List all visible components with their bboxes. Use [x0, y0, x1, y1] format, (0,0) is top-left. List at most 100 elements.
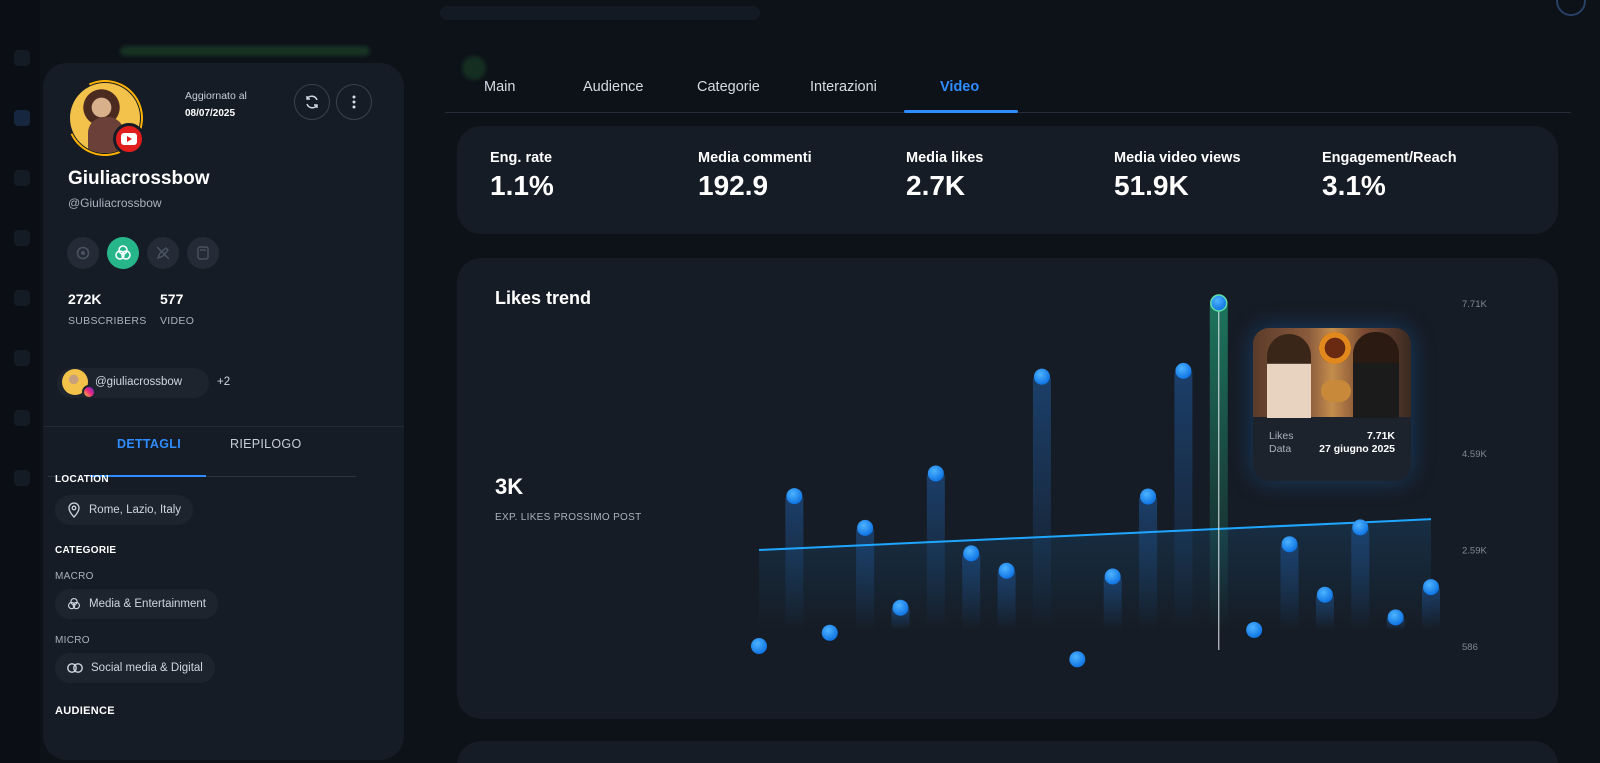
- likes-point[interactable]: [857, 519, 874, 536]
- chart-title: Likes trend: [495, 288, 592, 308]
- likes-point[interactable]: [1387, 609, 1404, 626]
- likes-point[interactable]: [1281, 536, 1298, 553]
- more-accounts-count[interactable]: +2: [217, 376, 231, 388]
- likes-point[interactable]: [1316, 586, 1333, 603]
- nav-icon[interactable]: [14, 290, 30, 306]
- tab-audience[interactable]: Audience: [583, 79, 644, 95]
- kpi-value: 192.9: [698, 170, 769, 201]
- micro-label: MICRO: [55, 635, 90, 646]
- calculator-icon: [197, 246, 209, 260]
- location-title: LOCATION: [55, 474, 109, 485]
- linked-account-handle: @giuliacrossbow: [95, 376, 183, 388]
- likes-bar: [856, 527, 875, 630]
- kpi-label: Engagement/Reach: [1322, 150, 1457, 166]
- location-pin-icon: [68, 502, 80, 518]
- categories-title: CATEGORIE: [55, 545, 117, 556]
- blurred-header-highlight: [120, 46, 370, 56]
- likes-bar: [1103, 576, 1122, 630]
- predicted-likes-value: 3K: [495, 474, 524, 499]
- tooltip-date-label: Data: [1269, 443, 1292, 455]
- kpi-card: Eng. rate 1.1% Media commenti 192.9 Medi…: [457, 126, 1558, 234]
- likes-point[interactable]: [892, 599, 909, 616]
- tab-categorie[interactable]: Categorie: [697, 79, 760, 95]
- youtube-icon: [113, 123, 145, 155]
- nav-icon[interactable]: [14, 230, 30, 246]
- more-vertical-icon: [352, 95, 356, 109]
- refresh-button[interactable]: [294, 84, 330, 120]
- main-tabs: Main Audience Categorie Interazioni Vide…: [445, 68, 1571, 114]
- at-icon: [76, 246, 90, 260]
- likes-bar: [997, 570, 1016, 630]
- likes-point[interactable]: [998, 562, 1015, 579]
- social-button-4[interactable]: [187, 237, 219, 269]
- trend-line: [758, 518, 1432, 551]
- nav-icon[interactable]: [14, 410, 30, 426]
- blurred-header-dot: [462, 56, 486, 80]
- kpi-value: 2.7K: [906, 170, 966, 201]
- micro-category-text: Social media & Digital: [91, 662, 203, 674]
- likes-point[interactable]: [1104, 568, 1121, 585]
- nav-icon[interactable]: [14, 470, 30, 486]
- macro-label: MACRO: [55, 571, 94, 582]
- likes-bar: [1422, 587, 1440, 630]
- next-section-card: [457, 741, 1558, 763]
- social-button-1[interactable]: [67, 237, 99, 269]
- tab-interazioni[interactable]: Interazioni: [810, 79, 877, 95]
- micro-category-chip: Social media & Digital: [55, 653, 215, 683]
- likes-bar: [962, 553, 981, 630]
- kpi-value: 51.9K: [1114, 170, 1189, 201]
- subtab-active-indicator: [90, 475, 206, 477]
- nav-icon[interactable]: [14, 170, 30, 186]
- likes-point[interactable]: [1210, 294, 1228, 312]
- y-tick-label: 586: [1462, 642, 1478, 653]
- likes-point[interactable]: [927, 465, 944, 482]
- subtab-details[interactable]: DETTAGLI: [117, 437, 181, 451]
- subtab-summary[interactable]: RIEPILOGO: [230, 437, 302, 451]
- likes-point[interactable]: [1140, 488, 1157, 505]
- kpi-label: Eng. rate: [490, 150, 553, 166]
- likes-point[interactable]: [751, 638, 767, 654]
- left-nav-strip: [0, 0, 40, 763]
- likes-bar: [1351, 527, 1370, 630]
- profile-name: Giuliacrossbow: [68, 168, 210, 189]
- likes-point[interactable]: [821, 624, 838, 641]
- kpi-label: Media likes: [906, 150, 984, 166]
- likes-point[interactable]: [1423, 579, 1439, 596]
- tooltip-likes-value: 7.71K: [1366, 430, 1395, 442]
- subscribers-label: SUBSCRIBERS: [68, 315, 147, 327]
- y-tick-label: 4.59K: [1462, 449, 1487, 460]
- likes-trend-chart: 7.71K 4.59K 2.59K 586: [751, 294, 1487, 668]
- nav-icon[interactable]: [14, 110, 30, 126]
- blurred-header: [440, 0, 760, 26]
- likes-point[interactable]: [1246, 621, 1263, 638]
- nav-icon[interactable]: [14, 50, 30, 66]
- likes-bar: [785, 496, 804, 630]
- likes-point[interactable]: [1033, 368, 1050, 385]
- subscribers-value: 272K: [68, 291, 102, 307]
- venn-icon: [67, 597, 81, 610]
- more-options-button[interactable]: [336, 84, 372, 120]
- macro-category-chip: Media & Entertainment: [55, 589, 218, 619]
- profile-card: Aggiornato al 08/07/2025 Giuliacrossbow …: [43, 63, 404, 760]
- y-tick-label: 2.59K: [1462, 546, 1487, 557]
- user-avatar[interactable]: [1556, 0, 1586, 16]
- likes-point[interactable]: [963, 545, 980, 562]
- edit-off-icon: [156, 246, 170, 260]
- likes-point[interactable]: [1069, 651, 1086, 668]
- video-thumbnail[interactable]: [1253, 328, 1411, 418]
- nav-icon[interactable]: [14, 350, 30, 366]
- likes-bar: [1174, 370, 1193, 630]
- tab-main[interactable]: Main: [484, 79, 516, 95]
- tab-video[interactable]: Video: [940, 79, 980, 95]
- kpi-label: Media commenti: [698, 150, 812, 166]
- likes-point[interactable]: [1352, 519, 1369, 536]
- likes-point[interactable]: [1175, 362, 1192, 379]
- video-count-label: VIDEO: [160, 315, 195, 327]
- predicted-likes-label: EXP. LIKES PROSSIMO POST: [495, 512, 642, 523]
- social-button-3[interactable]: [147, 237, 179, 269]
- categories-button[interactable]: [107, 237, 139, 269]
- likes-point[interactable]: [786, 488, 803, 505]
- overlap-circles-icon: [67, 663, 83, 673]
- divider: [43, 426, 404, 427]
- linked-account-chip[interactable]: @giuliacrossbow: [57, 368, 209, 399]
